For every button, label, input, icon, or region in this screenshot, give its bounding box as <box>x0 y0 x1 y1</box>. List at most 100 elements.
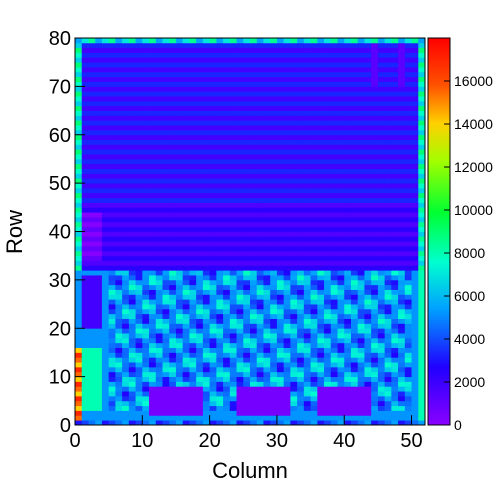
heatmap-cell <box>202 376 211 382</box>
heatmap-cell <box>303 313 311 319</box>
heatmap-cell <box>142 347 150 353</box>
heatmap-cell <box>155 183 163 189</box>
heatmap-cell <box>324 400 332 407</box>
heatmap-cell <box>384 318 392 324</box>
heatmap-cell <box>182 318 190 324</box>
heatmap-cell <box>290 231 298 237</box>
y-tick-label: 10 <box>49 367 71 389</box>
heatmap-cell <box>229 265 237 271</box>
heatmap-cell <box>357 221 365 228</box>
heatmap-cell <box>398 260 406 266</box>
heatmap-cell <box>243 216 251 223</box>
heatmap-cell <box>324 115 332 121</box>
heatmap-cell <box>283 129 291 136</box>
heatmap-cell <box>162 183 170 189</box>
heatmap-cell <box>115 342 123 348</box>
heatmap-cell <box>283 183 291 189</box>
heatmap-cell <box>175 178 184 184</box>
heatmap-cell <box>290 52 298 58</box>
heatmap-cell <box>364 347 372 353</box>
heatmap-cell <box>371 212 379 218</box>
heatmap-cell <box>149 246 157 252</box>
heatmap-cell <box>350 284 359 290</box>
heatmap-cell <box>108 67 116 73</box>
heatmap-cell <box>377 255 386 261</box>
heatmap-cell <box>344 415 352 421</box>
heatmap-cell <box>398 284 406 290</box>
heatmap-cell <box>162 154 170 160</box>
heatmap-cell <box>223 96 231 102</box>
heatmap-cell <box>115 115 123 121</box>
heatmap-cell <box>310 313 318 319</box>
heatmap-cell <box>297 173 305 179</box>
heatmap-cell <box>75 129 83 136</box>
heatmap-cell <box>75 241 83 247</box>
heatmap-cell <box>256 163 264 170</box>
heatmap-cell <box>324 197 332 203</box>
heatmap-cell <box>229 207 237 213</box>
heatmap-cell <box>330 134 338 140</box>
heatmap-cell <box>411 52 419 58</box>
heatmap-cell <box>364 212 372 218</box>
heatmap-cell <box>95 76 103 82</box>
heatmap-cell <box>324 52 332 58</box>
heatmap-cell <box>223 366 231 373</box>
heatmap-cell <box>411 386 419 392</box>
heatmap-cell <box>243 342 251 348</box>
heatmap-cell <box>142 395 150 402</box>
heatmap-cell <box>404 391 412 397</box>
heatmap-cell <box>209 304 217 310</box>
heatmap-cell <box>229 299 237 305</box>
heatmap-cell <box>377 168 386 174</box>
heatmap-cell <box>290 342 298 348</box>
heatmap-cell <box>270 294 278 300</box>
heatmap-cell <box>182 212 190 218</box>
heatmap-cell <box>75 134 83 140</box>
heatmap-cell <box>404 163 412 170</box>
heatmap-cell <box>162 226 170 232</box>
heatmap-cell <box>250 134 258 140</box>
heatmap-cell <box>317 120 325 126</box>
heatmap-cell <box>243 91 251 97</box>
heatmap-cell <box>324 250 332 257</box>
heatmap-cell <box>169 91 177 97</box>
heatmap-cell <box>223 289 231 295</box>
heatmap-cell <box>290 289 298 295</box>
heatmap-cell <box>310 241 318 247</box>
heatmap-cell <box>303 231 311 237</box>
heatmap-cell <box>223 110 231 116</box>
heatmap-cell <box>391 129 399 136</box>
heatmap-cell <box>155 323 163 329</box>
heatmap-cell <box>115 168 123 174</box>
heatmap-cell <box>101 183 110 189</box>
heatmap-cell <box>175 187 184 194</box>
heatmap-cell <box>155 318 163 324</box>
heatmap-cell <box>95 342 103 348</box>
heatmap-cell <box>135 115 143 121</box>
heatmap-cell <box>270 255 278 261</box>
heatmap-cell <box>350 207 359 213</box>
heatmap-cell <box>263 304 271 310</box>
heatmap-cell <box>135 299 143 305</box>
heatmap-cell <box>162 395 170 402</box>
heatmap-cell <box>317 391 325 397</box>
heatmap-cell <box>303 212 311 218</box>
heatmap-cell <box>128 178 136 184</box>
heatmap-cell <box>202 202 211 208</box>
heatmap-cell <box>108 270 116 276</box>
heatmap-cell <box>101 265 110 271</box>
heatmap-cell <box>115 299 123 305</box>
heatmap-cell <box>149 154 157 160</box>
heatmap-cell <box>149 38 157 44</box>
heatmap-cell <box>135 357 143 363</box>
heatmap-cell <box>398 294 406 300</box>
heatmap-cell <box>88 376 96 382</box>
heatmap-cell <box>155 328 163 334</box>
heatmap-cell <box>142 183 150 189</box>
heatmap-cell <box>317 38 325 44</box>
heatmap-cell <box>337 284 345 290</box>
heatmap-cell <box>128 275 136 281</box>
heatmap-cell <box>216 207 224 213</box>
heatmap-cell <box>250 376 258 382</box>
heatmap-cell <box>223 376 231 382</box>
